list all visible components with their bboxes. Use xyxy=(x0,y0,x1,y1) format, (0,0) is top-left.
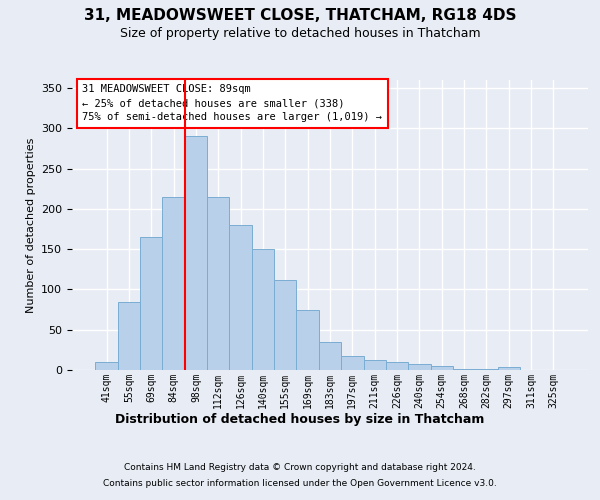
Bar xyxy=(364,360,386,370)
Bar xyxy=(95,362,118,370)
Bar xyxy=(163,197,185,370)
Bar xyxy=(319,342,341,370)
Bar xyxy=(341,356,364,370)
Bar xyxy=(453,369,475,370)
Bar xyxy=(431,366,453,370)
Bar xyxy=(229,225,252,370)
Text: Contains public sector information licensed under the Open Government Licence v3: Contains public sector information licen… xyxy=(103,479,497,488)
Text: Contains HM Land Registry data © Crown copyright and database right 2024.: Contains HM Land Registry data © Crown c… xyxy=(124,462,476,471)
Bar xyxy=(408,364,431,370)
Bar xyxy=(185,136,207,370)
Bar xyxy=(296,310,319,370)
Text: 31, MEADOWSWEET CLOSE, THATCHAM, RG18 4DS: 31, MEADOWSWEET CLOSE, THATCHAM, RG18 4D… xyxy=(84,8,516,22)
Text: Size of property relative to detached houses in Thatcham: Size of property relative to detached ho… xyxy=(119,28,481,40)
Text: Distribution of detached houses by size in Thatcham: Distribution of detached houses by size … xyxy=(115,412,485,426)
Bar xyxy=(386,362,408,370)
Bar xyxy=(140,237,163,370)
Y-axis label: Number of detached properties: Number of detached properties xyxy=(26,138,35,312)
Text: 31 MEADOWSWEET CLOSE: 89sqm
← 25% of detached houses are smaller (338)
75% of se: 31 MEADOWSWEET CLOSE: 89sqm ← 25% of det… xyxy=(82,84,382,122)
Bar xyxy=(274,280,296,370)
Bar xyxy=(207,197,229,370)
Bar xyxy=(475,369,497,370)
Bar xyxy=(252,249,274,370)
Bar xyxy=(497,367,520,370)
Bar xyxy=(118,302,140,370)
